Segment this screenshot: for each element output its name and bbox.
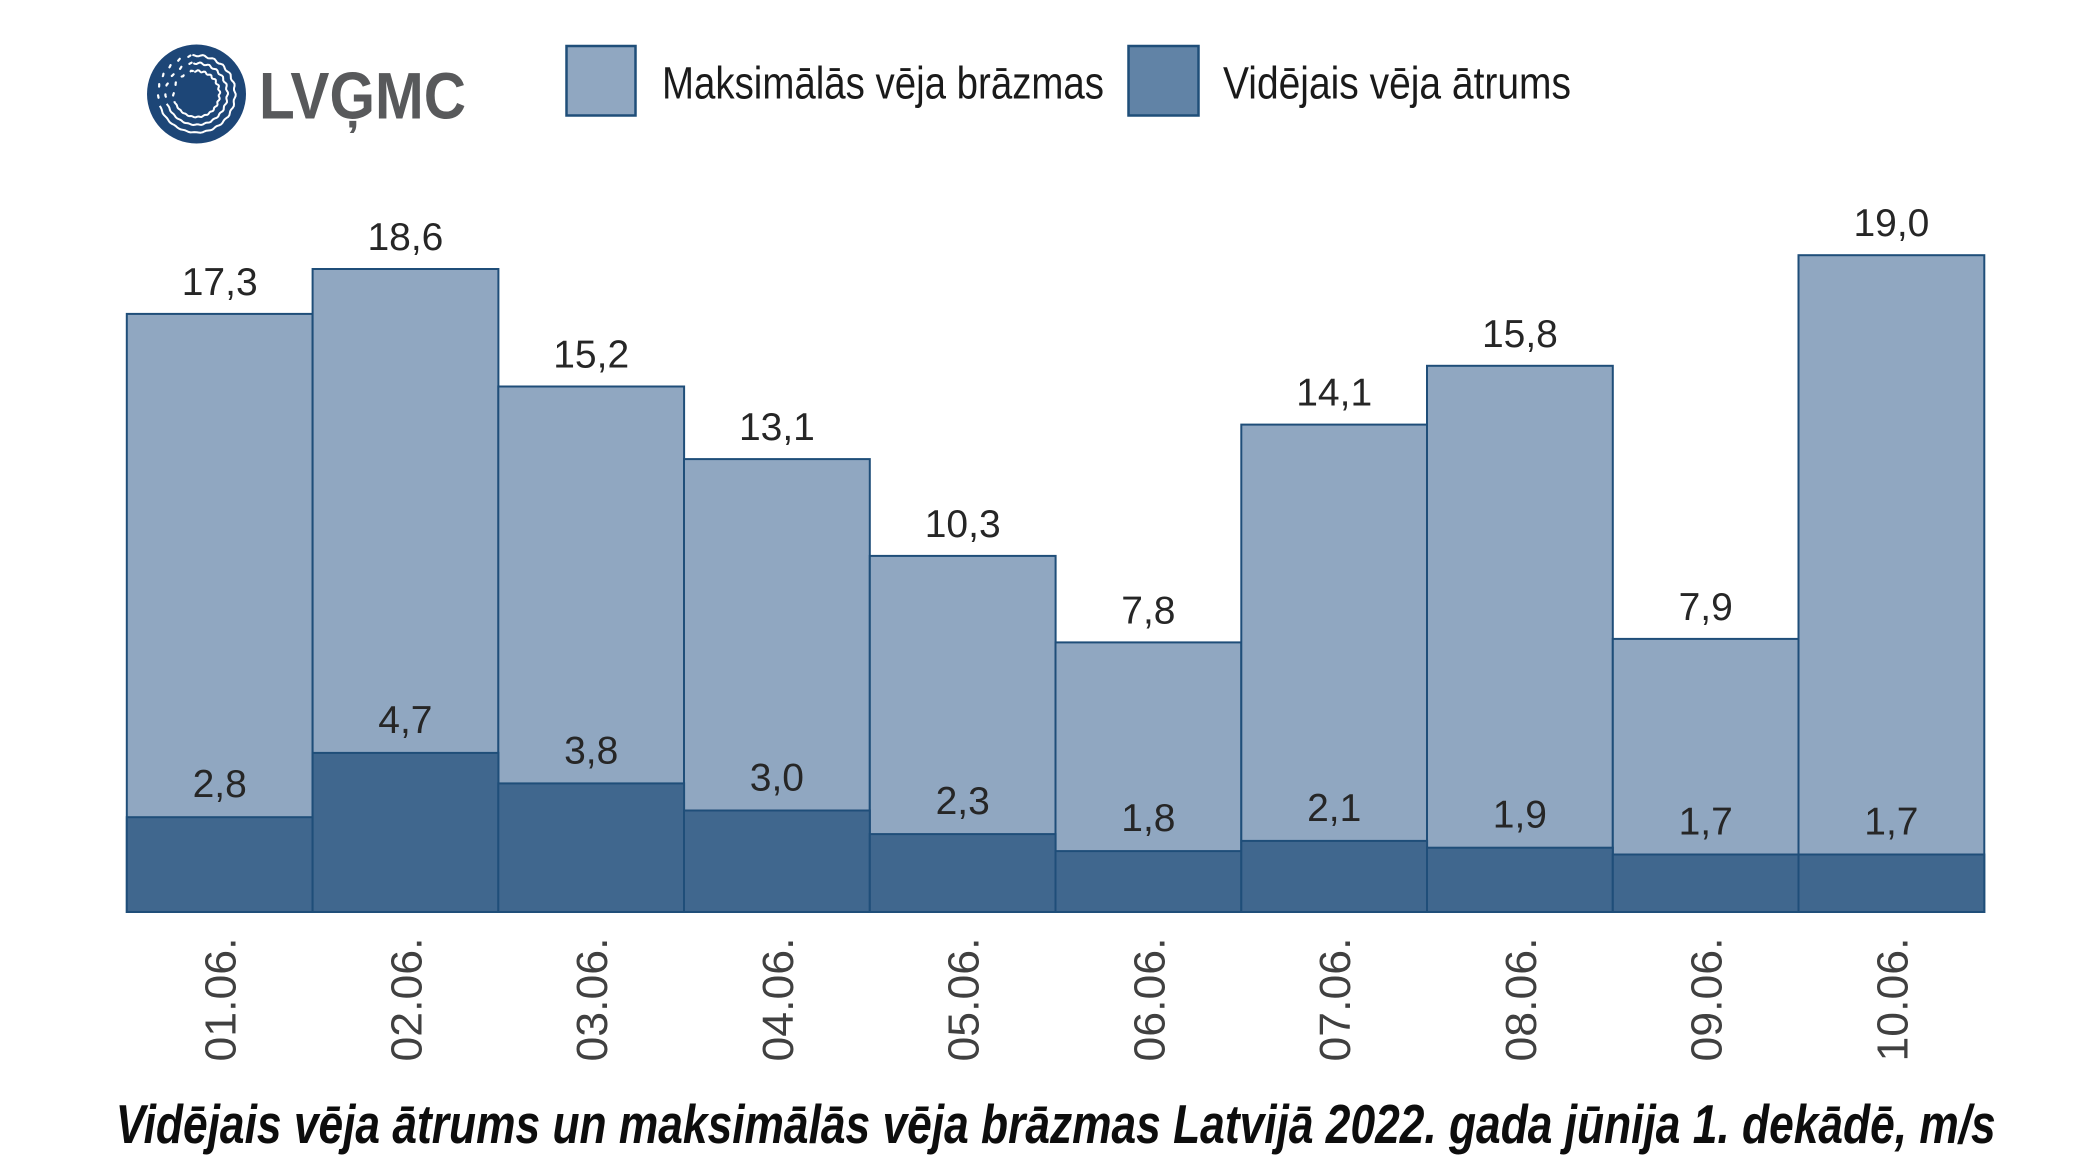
- svg-text:03.06.: 03.06.: [568, 938, 617, 1062]
- svg-text:1,9: 1,9: [1493, 794, 1547, 837]
- svg-text:04.06.: 04.06.: [754, 938, 803, 1062]
- svg-text:08.06.: 08.06.: [1497, 938, 1546, 1062]
- svg-text:Vidējais vēja ātrums un maksim: Vidējais vēja ātrums un maksimālās vēja …: [116, 1093, 1996, 1155]
- svg-text:02.06.: 02.06.: [382, 938, 431, 1062]
- svg-text:2,3: 2,3: [936, 780, 990, 823]
- svg-text:3,8: 3,8: [564, 729, 618, 772]
- svg-text:15,2: 15,2: [553, 334, 629, 377]
- svg-text:09.06.: 09.06.: [1683, 938, 1732, 1062]
- svg-text:4,7: 4,7: [378, 699, 432, 742]
- svg-text:10.06.: 10.06.: [1868, 938, 1917, 1062]
- svg-text:1,7: 1,7: [1864, 801, 1918, 844]
- svg-text:3,0: 3,0: [750, 757, 804, 800]
- svg-text:06.06.: 06.06.: [1125, 938, 1174, 1062]
- svg-text:17,3: 17,3: [182, 261, 258, 304]
- svg-text:10,3: 10,3: [925, 503, 1001, 546]
- svg-text:Vidējais vēja ātrums: Vidējais vēja ātrums: [1223, 58, 1571, 109]
- svg-text:01.06.: 01.06.: [197, 938, 246, 1062]
- svg-text:19,0: 19,0: [1853, 202, 1929, 245]
- svg-text:13,1: 13,1: [739, 406, 815, 449]
- svg-text:14,1: 14,1: [1296, 372, 1372, 415]
- svg-text:15,8: 15,8: [1482, 313, 1558, 356]
- svg-text:05.06.: 05.06.: [940, 938, 989, 1062]
- svg-text:Maksimālās vēja brāzmas: Maksimālās vēja brāzmas: [662, 58, 1104, 109]
- svg-text:1,7: 1,7: [1679, 801, 1733, 844]
- svg-text:7,8: 7,8: [1121, 589, 1175, 632]
- svg-text:1,8: 1,8: [1121, 797, 1175, 840]
- svg-text:2,1: 2,1: [1307, 787, 1361, 830]
- svg-text:7,9: 7,9: [1679, 586, 1733, 629]
- svg-text:2,8: 2,8: [193, 763, 247, 806]
- svg-text:18,6: 18,6: [367, 216, 443, 259]
- svg-text:07.06.: 07.06.: [1311, 938, 1360, 1062]
- svg-text:LVĢMC: LVĢMC: [259, 59, 466, 134]
